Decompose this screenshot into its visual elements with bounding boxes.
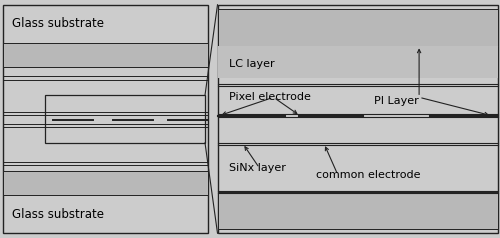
Text: Glass substrate: Glass substrate bbox=[12, 17, 104, 30]
Bar bbox=[45, 95, 205, 143]
Text: LC layer: LC layer bbox=[228, 59, 274, 69]
Text: Glass substrate: Glass substrate bbox=[12, 208, 104, 221]
Bar bbox=[218, 46, 498, 78]
Text: PI Layer: PI Layer bbox=[374, 96, 419, 106]
Text: common electrode: common electrode bbox=[316, 170, 420, 180]
Bar bbox=[2, 171, 208, 195]
Bar bbox=[2, 5, 208, 233]
Bar bbox=[218, 9, 498, 46]
Text: Pixel electrode: Pixel electrode bbox=[228, 92, 310, 102]
Bar bbox=[218, 5, 498, 233]
Bar bbox=[2, 43, 208, 67]
Text: SiNx layer: SiNx layer bbox=[228, 163, 285, 173]
Bar bbox=[218, 192, 498, 229]
